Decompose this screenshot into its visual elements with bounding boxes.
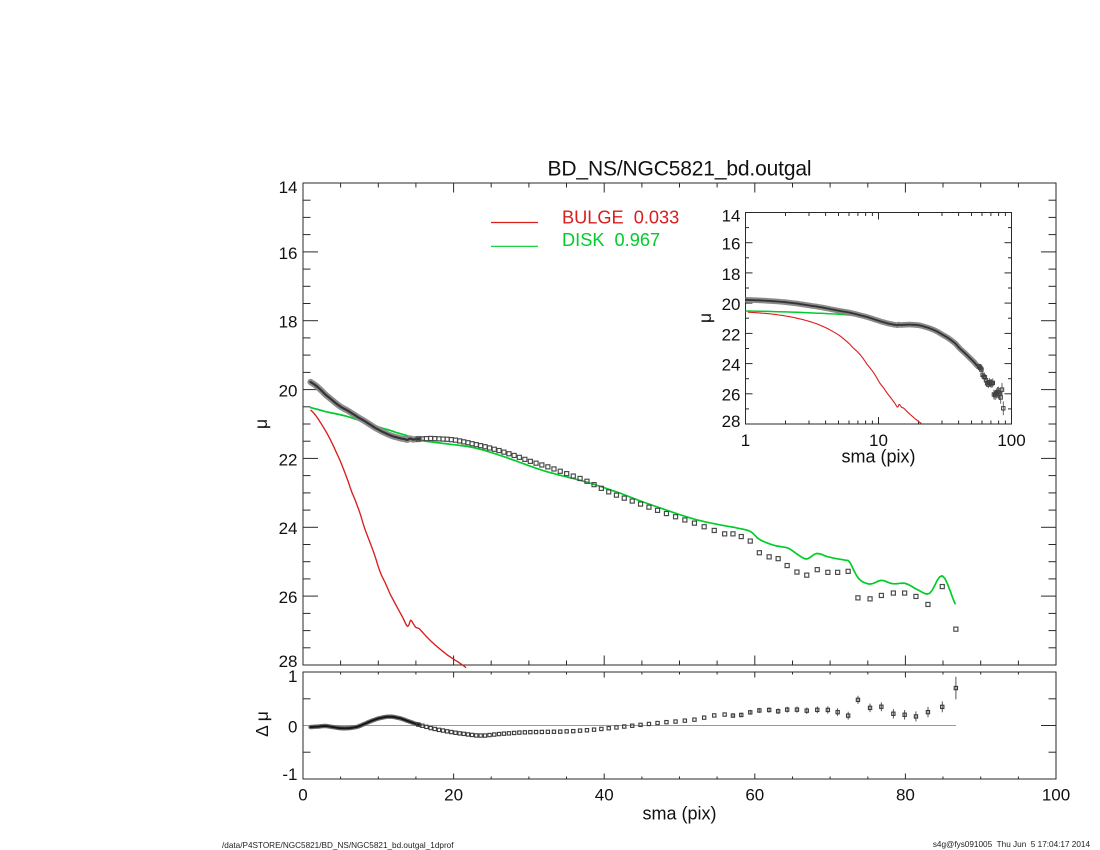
svg-text:22: 22 <box>279 450 298 469</box>
svg-text:40: 40 <box>595 786 614 805</box>
svg-text:26: 26 <box>279 588 298 607</box>
svg-text:-1: -1 <box>282 765 297 784</box>
svg-text:1: 1 <box>288 667 297 686</box>
svg-text:26: 26 <box>722 386 741 405</box>
svg-text:BULGE 0.033: BULGE 0.033 <box>562 207 679 227</box>
svg-text:1: 1 <box>741 431 750 450</box>
svg-text:μ: μ <box>695 313 715 323</box>
svg-text:28: 28 <box>722 412 741 431</box>
svg-text:18: 18 <box>279 313 298 332</box>
svg-text:0: 0 <box>288 718 297 737</box>
svg-text:DISK 0.967: DISK 0.967 <box>562 230 660 250</box>
svg-text:20: 20 <box>444 786 463 805</box>
svg-text:24: 24 <box>722 356 741 375</box>
svg-text:/data/P4STORE/NGC5821/BD_NS/NG: /data/P4STORE/NGC5821/BD_NS/NGC5821_bd.o… <box>222 841 454 850</box>
svg-text:14: 14 <box>279 178 298 197</box>
svg-text:22: 22 <box>722 325 741 344</box>
svg-text:16: 16 <box>279 244 298 263</box>
svg-text:100: 100 <box>997 431 1025 450</box>
svg-text:100: 100 <box>1042 786 1070 805</box>
svg-text:28: 28 <box>279 652 298 671</box>
svg-text:80: 80 <box>896 786 915 805</box>
svg-text:20: 20 <box>722 295 741 314</box>
svg-text:s4g@fys091005 Thu Jun 5 17:0: s4g@fys091005 Thu Jun 5 17:04:17 2014 <box>933 840 1091 849</box>
svg-text:24: 24 <box>279 519 298 538</box>
svg-text:sma (pix): sma (pix) <box>841 447 915 467</box>
svg-text:20: 20 <box>279 382 298 401</box>
svg-text:10: 10 <box>869 431 888 450</box>
svg-text:14: 14 <box>722 206 741 225</box>
svg-text:18: 18 <box>722 265 741 284</box>
svg-text:60: 60 <box>745 786 764 805</box>
svg-text:16: 16 <box>722 235 741 254</box>
svg-text:μ: μ <box>251 419 271 429</box>
svg-text:sma (pix): sma (pix) <box>642 804 716 824</box>
svg-text:Δ μ: Δ μ <box>252 711 272 737</box>
svg-text:0: 0 <box>298 786 307 805</box>
svg-text:BD_NS/NGC5821_bd.outgal: BD_NS/NGC5821_bd.outgal <box>548 158 812 181</box>
